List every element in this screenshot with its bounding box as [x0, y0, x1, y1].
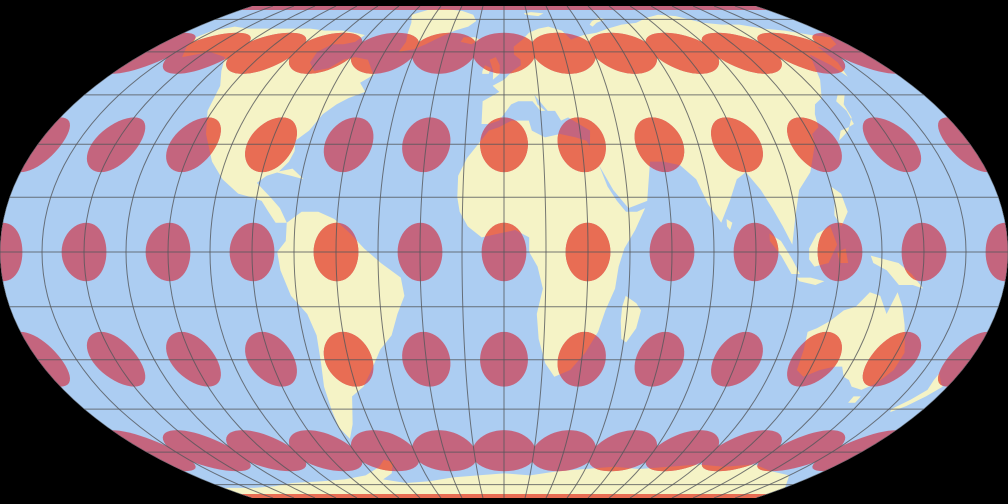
land-layer — [182, 9, 943, 498]
tissot-ellipse — [288, 430, 363, 472]
tissot-ellipse — [166, 331, 221, 387]
meridian-line — [251, 6, 379, 498]
meridian-line — [461, 6, 484, 498]
land-madagascar — [620, 295, 642, 343]
tissot-ellipse — [86, 117, 146, 173]
land-sri-lanka — [726, 219, 733, 230]
meridian-line — [419, 6, 463, 498]
meridian-line — [755, 6, 1008, 498]
meridian-line — [608, 6, 715, 498]
tissot-ellipse — [645, 430, 720, 472]
meridian-line — [734, 6, 967, 498]
tissot-ellipse — [588, 430, 658, 472]
meridian-line — [377, 6, 442, 498]
tissot-ellipse — [0, 222, 23, 282]
tissot-ellipse — [531, 430, 596, 472]
tissot-ellipse — [412, 430, 477, 472]
tissot-ellipse — [645, 32, 720, 74]
tissot-ellipse — [757, 430, 846, 472]
meridian-line — [566, 6, 631, 498]
graticule-layer — [0, 6, 1008, 498]
meridian-line — [167, 6, 337, 498]
tissot-ellipse — [162, 430, 251, 472]
tissot-ellipse — [86, 331, 146, 387]
meridian-line — [0, 6, 253, 498]
meridian-line — [692, 6, 883, 498]
meridian-line — [125, 6, 316, 498]
meridian-line — [335, 6, 421, 498]
meridian-line — [629, 6, 757, 498]
tissot-ellipse — [226, 430, 307, 472]
meridian-line — [671, 6, 841, 498]
tissot-ellipse — [985, 222, 1008, 282]
tissot-ellipse — [701, 430, 782, 472]
meridian-line — [587, 6, 673, 498]
tissot-ellipse — [412, 32, 477, 74]
meridian-line — [41, 6, 274, 498]
land-philippines — [830, 186, 848, 227]
land-new-zealand — [890, 373, 943, 413]
tissot-ellipse — [531, 32, 596, 74]
meridian-line — [524, 6, 547, 498]
world-group — [0, 6, 1008, 498]
meridian-line — [209, 6, 358, 498]
land-new-guinea — [870, 255, 924, 289]
land-tasmania — [848, 396, 861, 403]
tissot-ellipse — [226, 32, 307, 74]
meridian-line — [545, 6, 589, 498]
land-japan — [836, 94, 854, 141]
meridian-line — [650, 6, 799, 498]
meridian-line — [713, 6, 925, 498]
tissot-ellipse — [588, 32, 658, 74]
tissot-ellipse — [862, 117, 922, 173]
land-south-america — [277, 211, 405, 439]
land-cuba-hispaniola — [275, 168, 304, 180]
land-svalbard — [523, 12, 544, 17]
meridian-line — [293, 6, 400, 498]
tissot-ellipse — [701, 32, 782, 74]
land-java — [796, 277, 825, 285]
meridian-line — [83, 6, 295, 498]
tissot-ellipse — [350, 430, 420, 472]
